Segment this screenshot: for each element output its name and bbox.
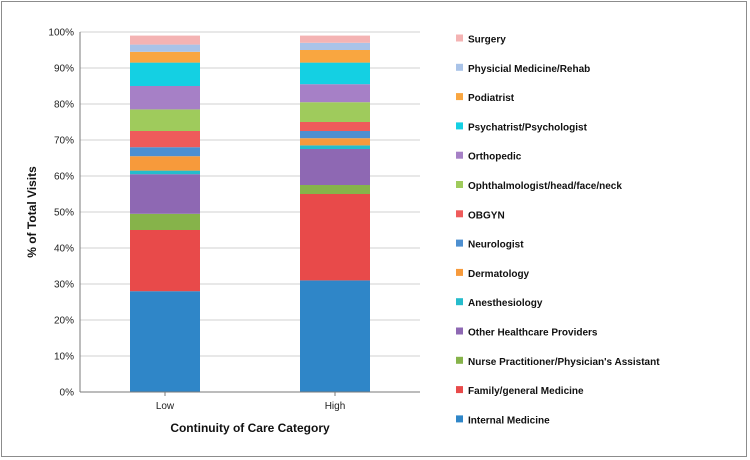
legend-label: Ophthalmologist/head/face/neck — [468, 181, 622, 192]
legend-label: Family/general Medicine — [468, 386, 584, 397]
legend-label: Podiatrist — [468, 93, 515, 104]
bar-segment — [130, 44, 200, 52]
bar-segment — [130, 86, 200, 110]
legend-label: Neurologist — [468, 240, 524, 251]
x-tick-labels: Low High — [156, 401, 345, 412]
x-axis-title: Continuity of Care Category — [170, 421, 330, 435]
legend-label: Other Healthcare Providers — [468, 328, 598, 339]
y-tick-label: 70% — [54, 136, 74, 147]
y-tick-labels: 0% 10% 20% 30% 40% 50% 60% 70% 80% 90% 100% — [48, 28, 74, 399]
y-tick-label: 10% — [54, 352, 74, 363]
bar-segment — [130, 131, 200, 148]
bar-segment — [130, 156, 200, 171]
bar-segment — [130, 213, 200, 230]
bar-segment — [130, 147, 200, 157]
bars — [130, 35, 370, 392]
legend-swatch — [456, 122, 463, 130]
bar-segment — [130, 170, 200, 175]
legend-swatch — [456, 34, 463, 42]
bar-segment — [300, 102, 370, 122]
bar-segment — [300, 122, 370, 131]
bar-segment — [300, 149, 370, 185]
y-axis-title: % of Total Visits — [25, 166, 39, 258]
y-tick-label: 80% — [54, 100, 74, 111]
legend-label: Dermatology — [468, 269, 530, 280]
x-tick-label: High — [325, 401, 346, 412]
legend-label: Physicial Medicine/Rehab — [468, 64, 590, 75]
y-tick-label: 30% — [54, 280, 74, 291]
bar-segment — [300, 62, 370, 85]
legend-swatch — [456, 327, 463, 335]
y-tick-label: 60% — [54, 172, 74, 183]
bar-segment — [130, 174, 200, 214]
legend-label: OBGYN — [468, 210, 505, 221]
y-tick-label: 0% — [60, 388, 75, 399]
y-tick-label: 50% — [54, 208, 74, 219]
y-tick-label: 40% — [54, 244, 74, 255]
legend-swatch — [456, 210, 463, 218]
legend-swatch — [456, 356, 463, 364]
bar-segment — [130, 109, 200, 131]
y-tick-label: 100% — [48, 28, 74, 39]
legend-label: Internal Medicine — [468, 415, 550, 426]
bar-segment — [300, 280, 370, 392]
x-tick-label: Low — [156, 401, 175, 412]
bar-segment — [300, 84, 370, 103]
bar-segment — [300, 131, 370, 139]
legend-label: Anesthesiology — [468, 298, 543, 309]
bar-segment — [130, 62, 200, 86]
legend-swatch — [456, 239, 463, 247]
bar-segment — [300, 138, 370, 146]
legend-label: Surgery — [468, 35, 506, 46]
y-tick-label: 20% — [54, 316, 74, 327]
legend-swatch — [456, 63, 463, 71]
legend-swatch — [456, 386, 463, 394]
bar-segment — [300, 194, 370, 281]
bar-segment — [130, 35, 200, 45]
legend-label: Nurse Practitioner/Physician's Assistant — [468, 357, 660, 368]
axes — [79, 32, 420, 396]
legend: Surgery Physicial Medicine/Rehab Podiatris… — [456, 34, 660, 426]
legend-swatch — [456, 268, 463, 276]
bar-segment — [130, 291, 200, 392]
bar-segment — [300, 35, 370, 43]
legend-swatch — [456, 415, 463, 423]
legend-swatch — [456, 298, 463, 306]
legend-label: Orthopedic — [468, 152, 522, 163]
legend-swatch — [456, 181, 463, 188]
legend-swatch — [456, 151, 463, 159]
bar-segment — [300, 145, 370, 149]
bar-segment — [300, 185, 370, 194]
legend-label: Psychatrist/Psychologist — [468, 122, 588, 133]
bar-segment — [300, 42, 370, 50]
legend-swatch — [456, 93, 463, 101]
y-tick-label: 90% — [54, 64, 74, 75]
bar-segment — [130, 230, 200, 292]
bar-segment — [300, 50, 370, 63]
bar-segment — [130, 51, 200, 63]
